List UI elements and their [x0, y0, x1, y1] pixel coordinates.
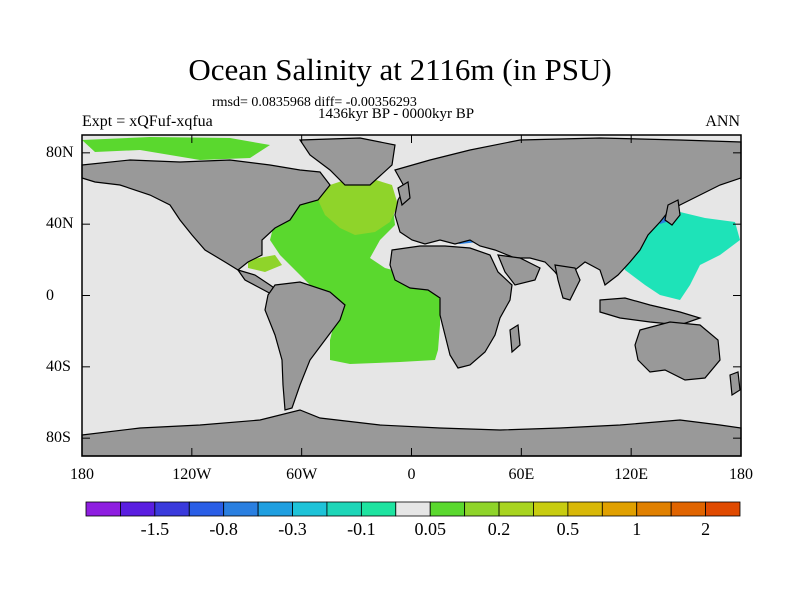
lon-tick-label: 180 — [729, 466, 753, 483]
colorbar-swatch — [705, 501, 741, 517]
colorbar-swatch — [188, 501, 225, 517]
colorbar-label: 0.5 — [556, 519, 580, 539]
lat-tick-label: 0 — [46, 286, 54, 304]
colorbar-swatch — [636, 501, 672, 517]
colorbar-label: 0.05 — [414, 519, 446, 539]
lat-tick-label: 40S — [46, 357, 71, 375]
stats-text: rmsd= 0.0835968 diff= -0.00356293 — [212, 95, 417, 110]
lon-tick-label: 180 — [70, 466, 94, 483]
colorbar-label: -1.5 — [140, 519, 170, 539]
india — [554, 264, 581, 301]
atlantic-anomaly-region — [270, 190, 440, 364]
colorbar-swatch — [120, 501, 156, 517]
lon-tick-label: 120W — [172, 466, 212, 483]
greenland — [298, 137, 396, 186]
lon-tick-label: 0 — [407, 466, 416, 483]
lat-tick-label: 80S — [46, 429, 71, 447]
maritime-asia — [599, 297, 702, 326]
lat-tick-label: 80N — [46, 143, 74, 161]
colorbar-swatch — [326, 501, 362, 517]
season-label: ANN — [705, 113, 740, 130]
colorbar-swatch — [464, 501, 500, 517]
north-atlantic-anomaly-region — [318, 175, 398, 235]
japan — [664, 199, 681, 226]
colorbar-label: 2 — [701, 519, 711, 539]
colorbar-swatch — [601, 501, 638, 517]
colorbar-swatch — [360, 501, 397, 517]
new-zealand — [729, 371, 741, 397]
experiment-label: Expt = xQFuf-xqfua — [82, 113, 213, 130]
colorbar-swatch — [85, 501, 121, 517]
pacific-anomaly-region — [620, 212, 740, 300]
colorbar-label: -0.3 — [278, 519, 307, 539]
colorbar-label: -0.1 — [347, 519, 376, 539]
colorbar-label: 0.2 — [487, 519, 511, 539]
colorbar-swatch — [533, 501, 569, 517]
period-text: 1436kyr BP - 0000kyr BP — [318, 106, 475, 122]
british-isles — [397, 181, 411, 207]
colorbar-swatch — [567, 501, 603, 517]
arctic-anomaly-region — [82, 137, 270, 160]
colorbar-swatch — [154, 501, 190, 517]
australia — [634, 321, 721, 381]
arabian-peninsula — [497, 254, 541, 286]
lon-tick-label: 60E — [508, 466, 535, 483]
colorbar-swatch — [429, 501, 466, 517]
lat-tick-label: 40N — [46, 215, 74, 233]
madagascar — [509, 323, 521, 354]
colorbar-swatch — [498, 501, 534, 517]
page-title: Ocean Salinity at 2116m (in PSU) — [188, 52, 612, 87]
colorbar-swatch — [395, 501, 431, 517]
colorbar-swatch — [257, 501, 293, 517]
north-america — [81, 159, 331, 271]
lon-tick-label: 60W — [286, 466, 318, 483]
colorbar-label: 1 — [632, 519, 642, 539]
south-america — [264, 281, 346, 411]
colorbar-swatch — [670, 501, 706, 517]
colorbar-swatch — [223, 501, 259, 517]
colorbar-swatch — [292, 501, 328, 517]
land-masses — [81, 137, 742, 457]
axis-ticks — [81, 135, 742, 456]
caribbean-anomaly-region — [248, 255, 282, 272]
lon-tick-label: 120E — [614, 466, 649, 483]
colorbar-label: -0.8 — [209, 519, 238, 539]
africa — [389, 245, 513, 369]
